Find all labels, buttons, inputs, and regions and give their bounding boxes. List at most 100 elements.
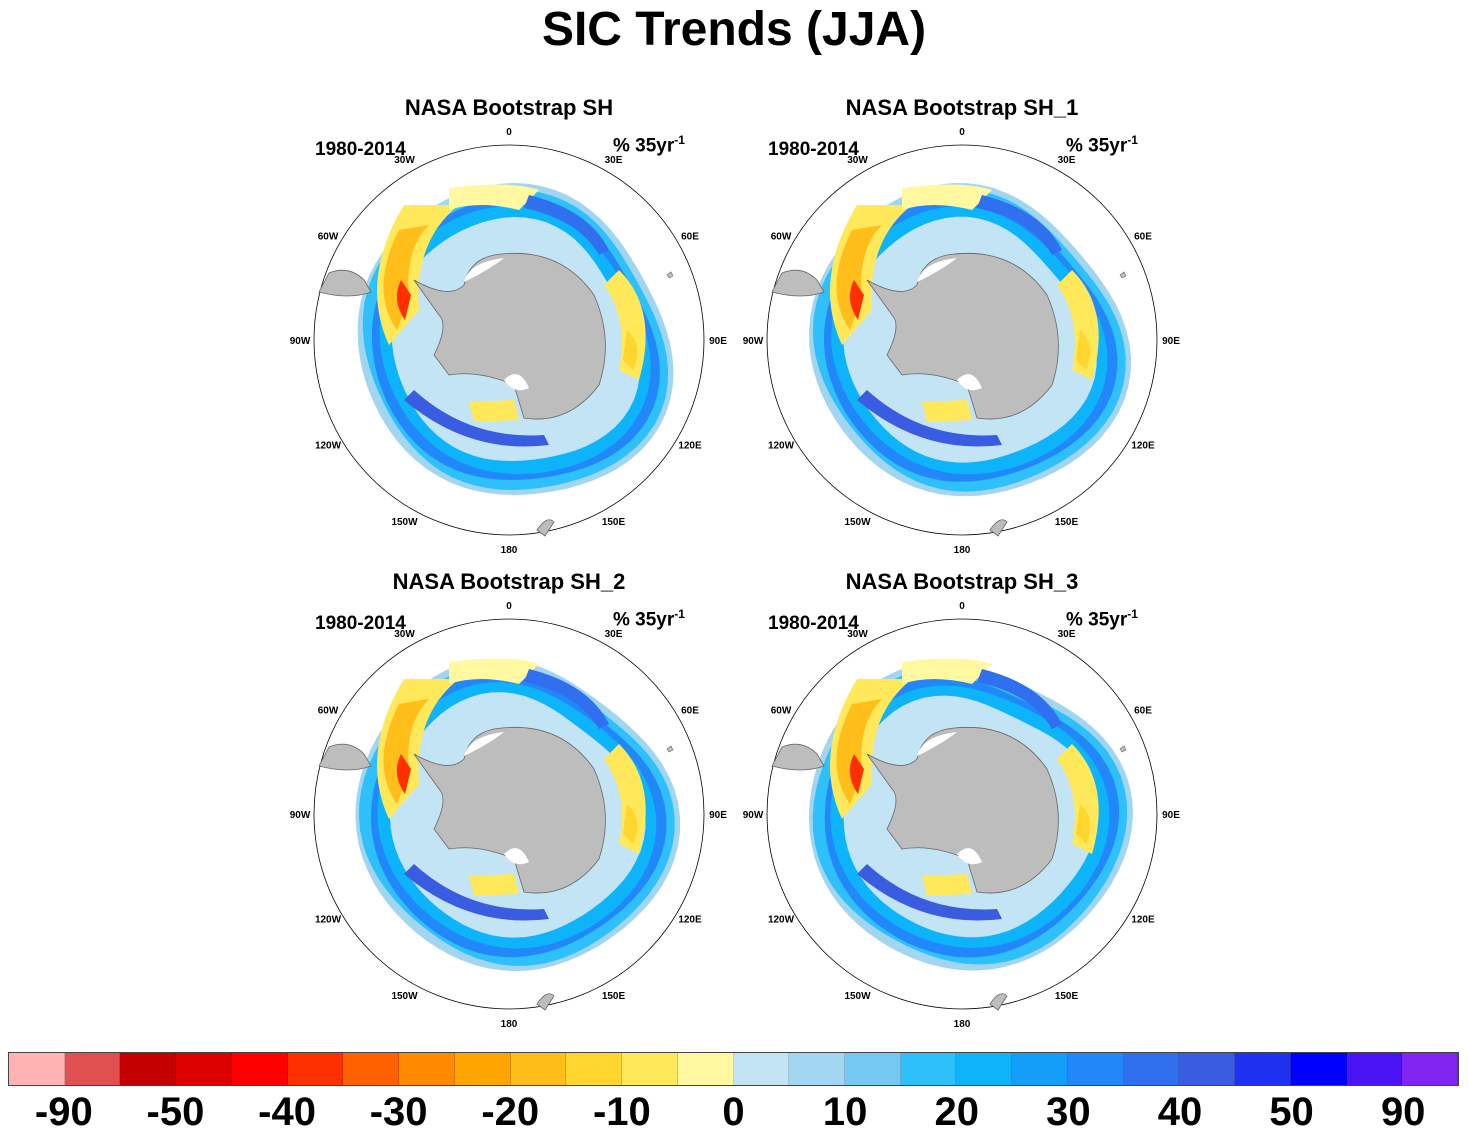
longitude-label: 60E bbox=[1134, 706, 1152, 717]
longitude-label: 120E bbox=[1131, 915, 1155, 926]
longitude-label: 30E bbox=[605, 629, 623, 640]
antarctica-landmass bbox=[866, 252, 1059, 420]
antarctica-landmass bbox=[413, 726, 606, 894]
longitude-label: 60W bbox=[318, 706, 339, 717]
longitude-label: 60E bbox=[681, 232, 699, 243]
colorbar-label: -10 bbox=[592, 1090, 651, 1134]
longitude-label: 150W bbox=[844, 991, 871, 1002]
longitude-label: 0 bbox=[959, 127, 965, 138]
longitude-label: 90W bbox=[290, 810, 311, 821]
longitude-label: 30W bbox=[847, 155, 868, 166]
new-zealand-landmass bbox=[989, 993, 1008, 1011]
panel-title: NASA Bootstrap SH bbox=[404, 95, 614, 120]
colorbar-swatch bbox=[287, 1053, 344, 1085]
south-america-landmass bbox=[318, 269, 372, 297]
colorbar-swatch bbox=[1179, 1053, 1236, 1085]
longitude-label: 120W bbox=[768, 915, 795, 926]
longitude-label: 150E bbox=[1055, 991, 1079, 1002]
colorbar-swatch bbox=[231, 1053, 288, 1085]
colorbar-swatch bbox=[120, 1053, 177, 1085]
longitude-label: 60W bbox=[771, 706, 792, 717]
longitude-label: 60W bbox=[771, 232, 792, 243]
antarctica-landmass bbox=[866, 726, 1059, 894]
south-america-landmass bbox=[771, 743, 825, 771]
colorbar-swatch bbox=[64, 1053, 121, 1085]
colorbar-swatch bbox=[1235, 1053, 1291, 1085]
colorbar-label: -20 bbox=[481, 1090, 540, 1134]
longitude-label: 120E bbox=[678, 441, 702, 452]
colorbar-swatch bbox=[510, 1053, 567, 1085]
longitude-label: 30W bbox=[394, 629, 415, 640]
map-panel: NASA Bootstrap SH_1 1980-2014 % 35yr-1 0 30E… bbox=[742, 95, 1182, 556]
colorbar-swatch bbox=[1402, 1053, 1459, 1085]
units-label: % 35yr-1 bbox=[1066, 607, 1138, 631]
colorbar-swatch bbox=[1123, 1053, 1180, 1085]
new-zealand-landmass bbox=[536, 993, 555, 1011]
longitude-label: 90E bbox=[1162, 336, 1180, 347]
colorbar-swatch bbox=[845, 1053, 901, 1085]
longitude-label: 150E bbox=[602, 517, 626, 528]
units-label: % 35yr-1 bbox=[613, 133, 685, 157]
colorbar-swatch bbox=[343, 1053, 400, 1085]
longitude-label: 150W bbox=[391, 991, 418, 1002]
period-label: 1980-2014 bbox=[315, 613, 406, 634]
map-panel: NASA Bootstrap SH 1980-2014 % 35yr-1 0 30E 60… bbox=[289, 95, 729, 556]
longitude-label: 90W bbox=[743, 810, 764, 821]
colorbar-label: 40 bbox=[1157, 1090, 1203, 1134]
longitude-label: 30E bbox=[605, 155, 623, 166]
colorbar-swatch bbox=[566, 1053, 623, 1085]
longitude-label: 150E bbox=[602, 991, 626, 1002]
units-label: % 35yr-1 bbox=[1066, 133, 1138, 157]
map-panel: NASA Bootstrap SH_2 1980-2014 % 35yr-1 0 30E… bbox=[289, 569, 729, 1030]
longitude-label: 90W bbox=[743, 336, 764, 347]
longitude-label: 90E bbox=[1162, 810, 1180, 821]
longitude-label: 120E bbox=[678, 915, 702, 926]
polar-stereographic-map: 0 30E 60E 90E 120E 150E 180 150W 120W 90W 60W 30W bbox=[743, 127, 1181, 556]
longitude-label: 30E bbox=[1058, 629, 1076, 640]
colorbar-label: 0 bbox=[722, 1090, 745, 1134]
longitude-label: 0 bbox=[506, 601, 512, 612]
colorbar-swatch bbox=[900, 1053, 957, 1085]
units-label: % 35yr-1 bbox=[613, 607, 685, 631]
longitude-label: 150W bbox=[391, 517, 418, 528]
longitude-label: 60E bbox=[681, 706, 699, 717]
colorbar bbox=[8, 1052, 1459, 1086]
colorbar-label: 50 bbox=[1269, 1090, 1314, 1134]
colorbar-label: 20 bbox=[934, 1090, 979, 1134]
colorbar-swatch bbox=[176, 1053, 232, 1085]
longitude-label: 60E bbox=[1134, 232, 1152, 243]
colorbar-swatch bbox=[733, 1053, 790, 1085]
longitude-label: 120E bbox=[1131, 441, 1155, 452]
longitude-label: 150E bbox=[1055, 517, 1079, 528]
longitude-label: 180 bbox=[501, 545, 518, 556]
longitude-label: 150W bbox=[844, 517, 871, 528]
colorbar-label: -90 bbox=[34, 1090, 93, 1134]
longitude-label: 60W bbox=[318, 232, 339, 243]
new-zealand-landmass bbox=[989, 519, 1008, 537]
colorbar-swatch bbox=[9, 1053, 65, 1085]
longitude-label: 120W bbox=[315, 441, 342, 452]
panel-title: NASA Bootstrap SH_1 bbox=[845, 95, 1079, 120]
longitude-label: 30W bbox=[847, 629, 868, 640]
panel-title: NASA Bootstrap SH_3 bbox=[845, 569, 1079, 594]
longitude-label: 180 bbox=[501, 1019, 518, 1030]
new-zealand-landmass bbox=[536, 519, 555, 537]
period-label: 1980-2014 bbox=[315, 139, 406, 160]
longitude-label: 180 bbox=[954, 545, 971, 556]
colorbar-swatch bbox=[956, 1053, 1013, 1085]
colorbar-swatch bbox=[1346, 1053, 1403, 1085]
colorbar-label: -40 bbox=[258, 1090, 316, 1134]
longitude-label: 90W bbox=[290, 336, 311, 347]
longitude-label: 90E bbox=[709, 810, 727, 821]
colorbar-swatch bbox=[789, 1053, 846, 1085]
longitude-label: 0 bbox=[506, 127, 512, 138]
longitude-label: 30W bbox=[394, 155, 415, 166]
colorbar-swatch bbox=[622, 1053, 678, 1085]
colorbar-label: -50 bbox=[146, 1090, 205, 1134]
colorbar-swatch bbox=[677, 1053, 734, 1085]
map-panel: NASA Bootstrap SH_3 1980-2014 % 35yr-1 0 30E… bbox=[742, 569, 1182, 1030]
longitude-label: 30E bbox=[1058, 155, 1076, 166]
colorbar-swatch bbox=[1290, 1053, 1347, 1085]
colorbar-swatch bbox=[1012, 1053, 1068, 1085]
colorbar-swatch bbox=[399, 1053, 455, 1085]
